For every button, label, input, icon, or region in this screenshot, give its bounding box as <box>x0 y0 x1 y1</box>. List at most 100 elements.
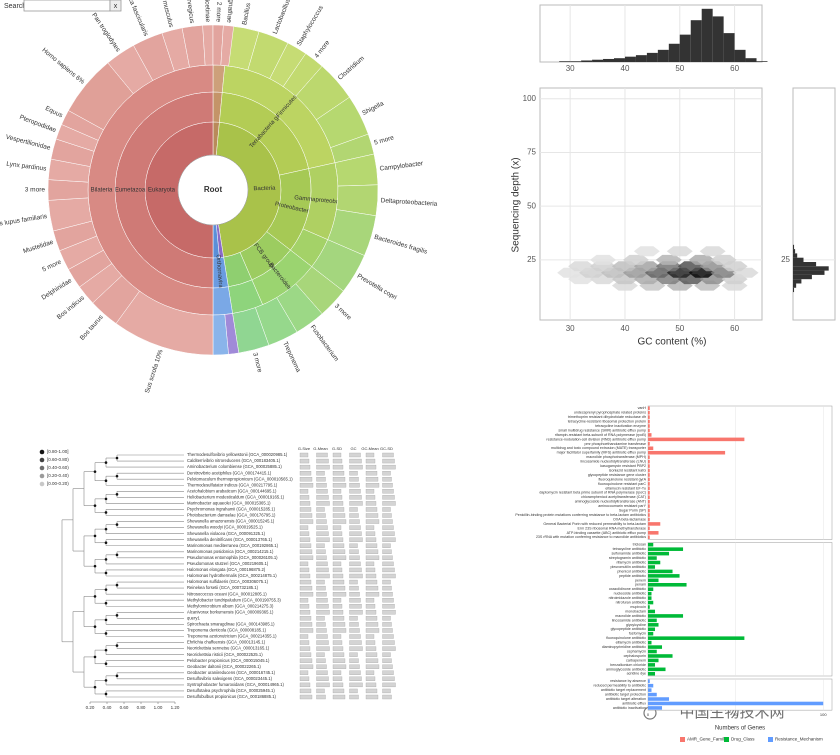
krona-leaf-label: Neognathae <box>225 0 235 23</box>
histogram-bar <box>679 34 691 62</box>
column-header: G-Size <box>298 446 311 451</box>
krona-leaf-label: Bos taurus <box>79 313 105 341</box>
bar <box>648 547 684 551</box>
category-label: trimethoprim resistant dihydrofolate red… <box>568 415 647 419</box>
category-label: resistance by absence <box>610 679 646 683</box>
bar <box>648 663 656 667</box>
attribute-box <box>332 622 346 627</box>
attribute-box <box>365 634 375 639</box>
histogram-bar <box>614 58 625 62</box>
taxon-label: Syntrophobacter fumaroxidans (GCA_000014… <box>187 682 284 687</box>
bar <box>648 679 650 684</box>
category-label: glycylcycline <box>626 623 646 627</box>
category-label: diaminopyrimidine antibiotic <box>602 645 646 649</box>
krona-label: Bacteria <box>253 186 276 193</box>
tree-node <box>115 614 119 617</box>
attribute-box <box>332 604 343 609</box>
attribute-box <box>349 585 359 591</box>
krona-leaf-label: Lynx pardinus <box>6 161 48 173</box>
category-label: monobactam <box>625 609 646 613</box>
histogram-bar <box>657 49 669 62</box>
attribute-box <box>299 537 311 542</box>
search-clear-button[interactable] <box>109 0 122 12</box>
attribute-box <box>316 652 325 657</box>
column-header: GC <box>351 446 357 451</box>
x-tick-label: 40 <box>621 64 630 73</box>
category-label: ATP-binding cassette (ABC) antibiotic ef… <box>567 531 646 535</box>
krona-leaf-label: Fusobacterium <box>309 324 340 363</box>
bar <box>648 701 824 706</box>
attribute-box <box>382 477 392 482</box>
taxon-label: Neorickettsia sennetsu (GCA_000013165.1) <box>187 646 270 651</box>
attribute-box <box>382 458 395 464</box>
attribute-box <box>316 489 328 494</box>
search-clear-text[interactable]: x <box>114 3 118 10</box>
category-label: tetracycline antibiotic <box>613 547 647 551</box>
attribute-box <box>382 543 391 548</box>
histogram-bar <box>793 274 812 280</box>
attribute-box <box>349 549 359 554</box>
search-input[interactable] <box>23 0 111 12</box>
attribute-box <box>316 682 330 688</box>
attribute-box <box>316 537 330 542</box>
attribute-box <box>382 682 396 688</box>
attribute-box <box>332 652 345 657</box>
krona-leaf-label: Deltaproteobacteria <box>380 197 437 208</box>
column-header: G-Mean <box>313 446 327 451</box>
krona-leaf-label: 2 more <box>215 2 223 23</box>
attribute-box <box>299 616 312 621</box>
category-label: antibiotic target protection <box>605 693 646 697</box>
attribute-box <box>316 573 330 579</box>
tree-node <box>115 474 119 478</box>
x-tick-label: 100 <box>820 712 827 717</box>
attribute-box <box>382 688 391 694</box>
attribute-box <box>365 452 375 458</box>
attribute-box <box>365 610 377 615</box>
attribute-box <box>299 519 314 524</box>
bar <box>648 560 661 565</box>
attribute-box <box>316 670 328 675</box>
attribute-box <box>382 628 393 633</box>
category-label: fosfomycin <box>629 632 646 636</box>
attribute-box <box>349 458 362 464</box>
attribute-box <box>365 658 379 663</box>
attribute-box <box>332 561 342 567</box>
taxon-label: Halomonas sulfidaeris (GCA_000306075.1) <box>187 579 269 584</box>
histogram-bar <box>793 249 796 254</box>
histogram-bar <box>570 61 582 62</box>
attribute-box <box>365 604 376 609</box>
y-tick-label: 25 <box>527 255 536 264</box>
attribute-box <box>332 531 343 536</box>
attribute-box <box>382 598 394 603</box>
krona-leaf-label: Sus scrofa 10% <box>144 349 165 395</box>
category-label: penam <box>635 583 646 587</box>
attribute-box <box>365 537 377 542</box>
category-label: chloramphenicol acetyltransferase (CAT) <box>581 495 646 499</box>
tree-node <box>93 625 97 628</box>
attribute-box <box>349 464 363 470</box>
krona-leaf-label: Lactobacillus <box>272 0 293 35</box>
category-label: cephalosporin <box>624 654 646 658</box>
x-tick-label: 60 <box>730 64 739 73</box>
attribute-box <box>332 585 346 591</box>
attribute-box <box>332 610 344 615</box>
bar <box>648 692 657 697</box>
histogram-bar <box>559 61 571 62</box>
bar <box>648 551 670 556</box>
attribute-box <box>332 519 347 524</box>
attribute-box <box>299 670 309 675</box>
attribute-box <box>332 483 347 488</box>
attribute-box <box>382 585 392 591</box>
attribute-box <box>299 477 313 482</box>
taxon-label: Denitrovibrio acetiphilus (GCA_000174415… <box>187 470 272 475</box>
taxon-label: Marinobacter aquaeolei (GCA_000015365.1) <box>187 501 271 506</box>
tree-node <box>104 461 108 464</box>
tree-node <box>104 541 108 545</box>
facet-panel <box>647 405 833 540</box>
krona-leaf-label: Bacteroides fragilis <box>373 234 428 256</box>
category-label: small multidrug resistance (SMR) antibio… <box>558 428 646 432</box>
bar <box>648 596 652 600</box>
attribute-box <box>349 592 360 597</box>
hex-cell <box>568 261 595 272</box>
